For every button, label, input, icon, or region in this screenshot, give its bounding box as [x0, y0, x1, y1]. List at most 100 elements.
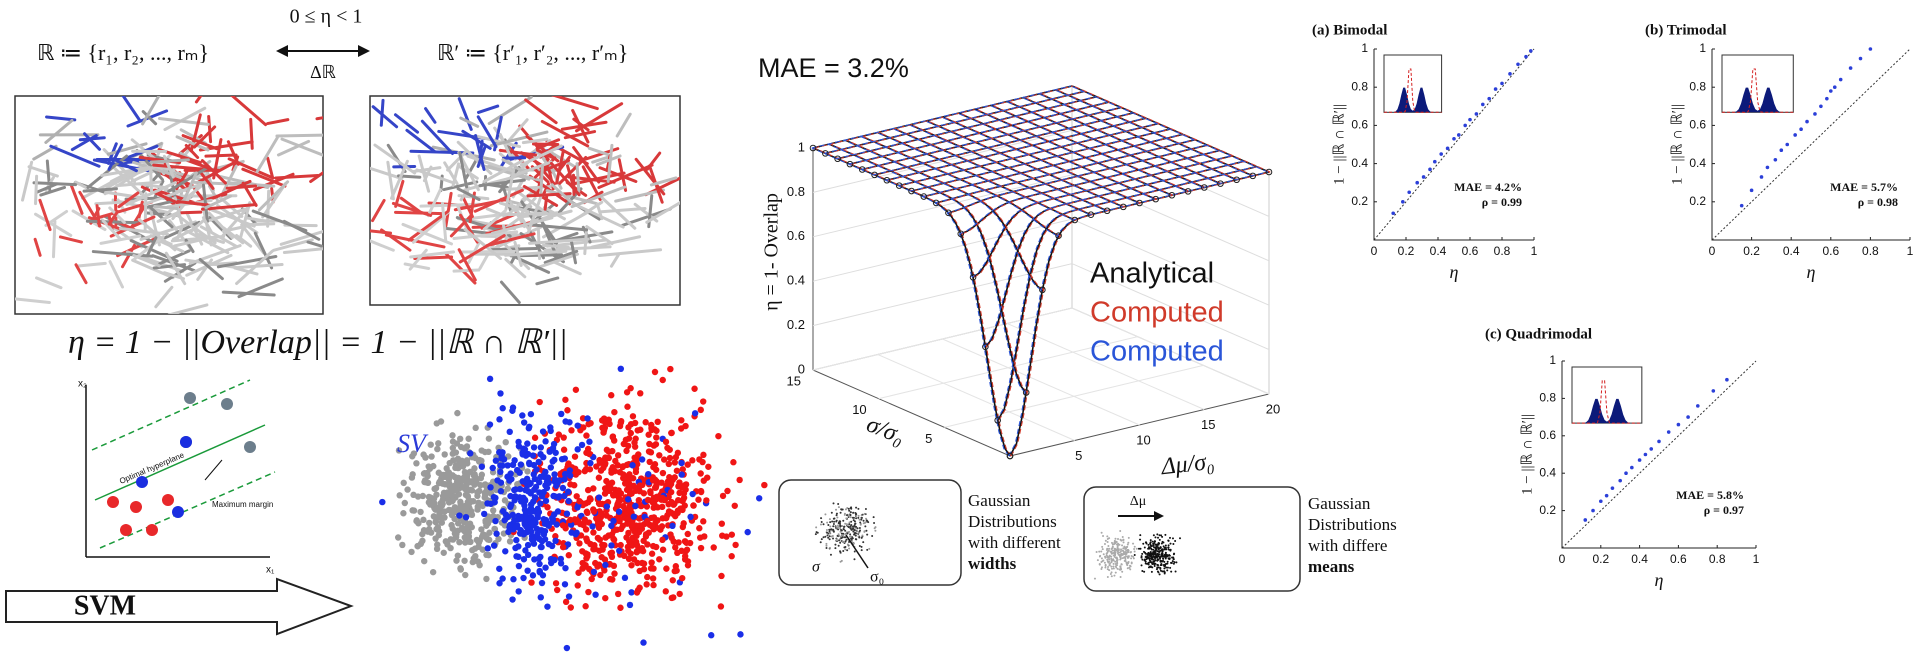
dot: [1107, 565, 1110, 568]
dot: [828, 518, 831, 521]
dot: [1154, 552, 1157, 555]
dot: [673, 467, 681, 474]
dot: [824, 535, 827, 538]
dot: [462, 571, 469, 579]
dot: [1116, 561, 1119, 564]
dot: [822, 536, 825, 539]
dot: [1164, 533, 1167, 536]
dot: [511, 486, 518, 494]
dot: [607, 484, 614, 492]
point: [1711, 389, 1716, 393]
point: [1696, 404, 1700, 408]
dot: [1101, 545, 1104, 548]
dot: [1163, 560, 1166, 563]
dot: [564, 461, 572, 469]
strand: [74, 263, 88, 285]
inset: Δμ: [1083, 486, 1301, 592]
mesh-line: [851, 101, 1111, 165]
dot: [1138, 547, 1141, 550]
dot: [853, 523, 856, 526]
dot: [1104, 539, 1107, 542]
dot: [1155, 554, 1158, 557]
surface-mesh: [811, 85, 1269, 457]
dot: [560, 446, 568, 453]
dot: [653, 482, 660, 489]
dot: [1158, 538, 1161, 541]
strand: [282, 219, 321, 241]
dot: [417, 508, 424, 516]
strand: [33, 237, 42, 257]
dot: [696, 525, 703, 532]
dot: [1163, 553, 1166, 556]
dot: [661, 496, 669, 503]
dot: [414, 493, 422, 500]
dot: [828, 530, 831, 533]
y-tick-label: 0.2: [1351, 194, 1368, 208]
dot: [552, 537, 559, 545]
y-tick-label: 10: [852, 402, 866, 417]
dot: [663, 565, 670, 572]
point: [1428, 167, 1432, 172]
strand: [507, 118, 529, 142]
mesh-line: [996, 166, 1256, 421]
strand: [482, 159, 524, 183]
dot: [526, 423, 533, 430]
dot: [1100, 550, 1103, 553]
dot: [644, 573, 651, 581]
dot: [1124, 555, 1127, 558]
x-tick-label: 0: [1371, 244, 1378, 258]
dot: [400, 479, 407, 487]
dot: [430, 513, 438, 520]
dot: [499, 405, 506, 412]
sv-cluster: [379, 365, 768, 652]
strand: [370, 166, 404, 181]
dot: [492, 517, 499, 525]
dot: [1162, 545, 1165, 548]
dot: [836, 534, 839, 537]
dot: [574, 446, 581, 453]
dot: [449, 450, 456, 457]
dot: [1163, 564, 1166, 567]
dot: [576, 498, 583, 505]
z-tick-label: 0.4: [787, 273, 805, 288]
dot: [552, 533, 559, 540]
dot: [632, 538, 640, 546]
strand: [117, 191, 140, 209]
dot: [584, 509, 591, 517]
x-tick-label: 0.8: [1862, 244, 1879, 258]
strand: [442, 180, 479, 192]
mesh-line: [1008, 100, 1206, 189]
dot: [1156, 559, 1159, 562]
dot: [614, 462, 622, 469]
dot: [1109, 562, 1112, 565]
point: [1487, 96, 1491, 101]
dot: [449, 497, 456, 504]
dot: [1172, 557, 1175, 560]
edge-marker: [895, 182, 903, 189]
point: [1439, 152, 1443, 156]
dot: [839, 530, 842, 533]
dot: [654, 504, 661, 511]
dot: [550, 511, 558, 518]
dot: [1168, 536, 1171, 539]
dot: [1120, 568, 1123, 571]
dot: [489, 464, 496, 472]
dot: [1121, 535, 1124, 538]
dot: [575, 569, 582, 576]
dot: [857, 516, 860, 519]
dot: [441, 514, 448, 521]
dot: [1151, 562, 1154, 565]
dot: [610, 491, 617, 498]
dot: [1107, 556, 1110, 559]
dot: [453, 440, 461, 447]
dot: [473, 536, 481, 544]
strand: [498, 148, 538, 157]
dot: [1119, 555, 1122, 558]
dot: [866, 548, 869, 551]
dot: [595, 474, 603, 481]
dot: [851, 516, 854, 519]
dot: [719, 532, 726, 539]
strand: [204, 194, 233, 210]
dot: [1159, 569, 1162, 572]
strand: [452, 230, 519, 240]
